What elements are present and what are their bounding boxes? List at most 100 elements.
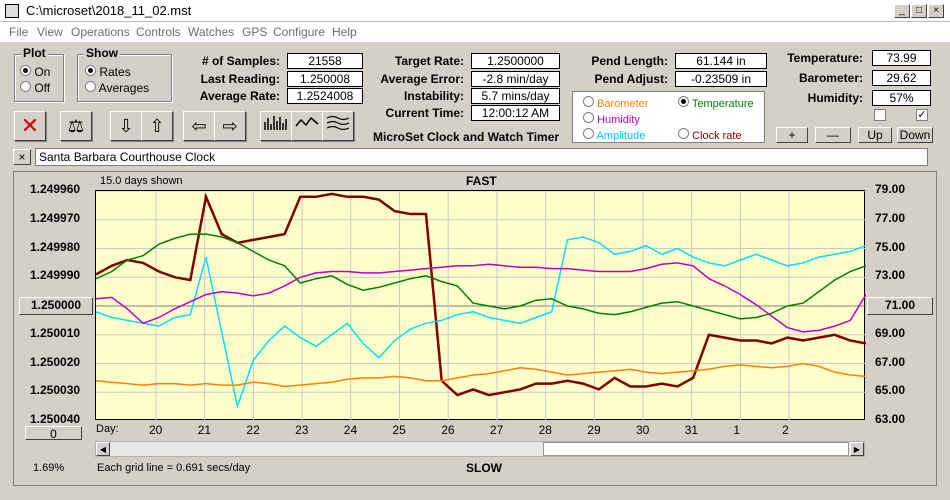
multi-line-glyph	[326, 115, 350, 131]
grid-note: Each grid line = 0.691 secs/day	[97, 462, 251, 474]
series-line-amplitude	[96, 236, 866, 410]
series-barometer-label: Barometer	[597, 98, 649, 110]
show-group	[77, 54, 172, 102]
average-rate-label: Average Rate:	[199, 89, 280, 103]
horizontal-scrollbar[interactable]: ◀ ▶	[95, 441, 865, 457]
radio-off-icon	[678, 128, 689, 139]
scroll-left-icon[interactable]: ◀	[96, 442, 110, 456]
balance-icon[interactable]: ⚖	[60, 111, 92, 141]
samples-field: 21558	[287, 53, 363, 69]
x-tick-label: 29	[587, 423, 601, 437]
target-rate-field[interactable]: 1.2500000	[471, 53, 560, 69]
y-left-tick-label: 1.250020	[30, 354, 81, 369]
app-icon	[5, 4, 19, 18]
plus-button[interactable]: +	[776, 127, 808, 143]
instability-label: Instability:	[403, 89, 464, 103]
menu-configure[interactable]: Configure	[273, 25, 326, 39]
y-left-tick-label: 1.249970	[30, 210, 81, 225]
option-checkbox-1[interactable]	[874, 109, 886, 121]
minimize-button[interactable]: _	[894, 4, 910, 18]
x-tick-label: 23	[295, 423, 309, 437]
arrow-up-icon[interactable]: ⇧	[141, 111, 173, 141]
line-graph-glyph	[295, 116, 319, 127]
plot-off-option[interactable]: Off	[20, 81, 50, 95]
up-button[interactable]: Up	[858, 127, 892, 143]
average-error-label: Average Error:	[380, 72, 464, 86]
slow-label: SLOW	[466, 461, 502, 475]
radio-on-icon	[85, 65, 96, 76]
maximize-button[interactable]: □	[911, 4, 927, 18]
zero-button[interactable]: 0	[25, 426, 82, 441]
x-tick-label: 22	[246, 423, 260, 437]
humidity-label: Humidity:	[807, 91, 863, 105]
plot-on-option[interactable]: On	[20, 65, 50, 79]
show-rates-option[interactable]: Rates	[85, 65, 131, 79]
series-barometer[interactable]: Barometer	[583, 96, 648, 110]
option-checkbox-2[interactable]: ✓	[916, 109, 928, 121]
menu-controls[interactable]: Controls	[136, 25, 181, 39]
series-temperature-label: Temperature	[691, 98, 754, 110]
x-tick-label: 31	[684, 423, 699, 437]
minus-button[interactable]: —	[815, 127, 851, 143]
menu-watches[interactable]: Watches	[188, 25, 235, 39]
plot-svg	[96, 191, 866, 421]
radio-off-icon	[583, 112, 594, 123]
pend-length-field[interactable]: 61.144 in	[675, 53, 767, 69]
window-title: C:\microset\2018_11_02.mst	[26, 3, 192, 18]
delete-icon[interactable]: ✕	[14, 111, 46, 141]
scroll-right-icon[interactable]: ▶	[850, 442, 864, 456]
menu-file[interactable]: File	[9, 25, 29, 39]
plot-group-title: Plot	[21, 46, 48, 60]
current-time-label: Current Time:	[385, 106, 464, 120]
day-label: Day:	[96, 423, 119, 435]
plot-off-label: Off	[34, 81, 51, 95]
series-clock-rate[interactable]: Clock rate	[678, 128, 742, 142]
down-button[interactable]: Down	[897, 127, 933, 143]
x-tick-label: 24	[343, 423, 358, 437]
menu-bar: File View Operations Controls Watches GP…	[0, 22, 950, 42]
x-tick-label: 30	[636, 423, 650, 437]
average-rate-field: 1.2524008	[287, 88, 363, 104]
barometer-label: Barometer:	[798, 71, 863, 85]
close-button[interactable]: ×	[928, 4, 944, 18]
x-tick-label: 27	[489, 423, 504, 437]
show-group-title: Show	[84, 46, 120, 60]
barometer-field: 29.62	[872, 70, 931, 86]
radio-on-icon	[678, 96, 689, 107]
series-amplitude[interactable]: Amplitude	[583, 128, 645, 142]
plot-area	[95, 190, 866, 421]
menu-view[interactable]: View	[37, 25, 63, 39]
show-averages-option[interactable]: Averages	[85, 81, 149, 95]
center-value-button[interactable]: 71.00	[867, 297, 933, 315]
plot-panel	[13, 171, 937, 486]
app-subtitle: MicroSet Clock and Watch Timer	[373, 130, 560, 144]
y-left-tick-label: 1.250040	[30, 412, 81, 426]
clear-clock-button[interactable]: ×	[13, 149, 31, 165]
menu-help[interactable]: Help	[332, 25, 357, 39]
line-graph-icon[interactable]	[291, 111, 323, 141]
bar-graph-glyph	[264, 116, 287, 130]
multi-line-icon[interactable]	[322, 111, 354, 141]
center-rate-button[interactable]: 1.250000	[19, 297, 93, 315]
arrow-right-icon[interactable]: ⇨	[214, 111, 246, 141]
series-amplitude-label: Amplitude	[596, 130, 646, 142]
y-left-tick-label: 1.249990	[30, 268, 81, 283]
pend-adjust-field[interactable]: -0.23509 in	[675, 71, 767, 87]
y-right-tick-label: 65.00	[875, 383, 906, 398]
arrow-down-icon[interactable]: ⇩	[110, 111, 142, 141]
scrollbar-thumb[interactable]	[543, 442, 849, 456]
y-right-tick-label: 77.00	[875, 210, 906, 225]
clock-name-field[interactable]: Santa Barbara Courthouse Clock	[35, 148, 928, 166]
y-left-tick-label: 1.249980	[30, 239, 81, 254]
x-tick-label: 25	[392, 423, 406, 437]
temperature-field: 73.99	[872, 50, 931, 66]
x-tick-label: 20	[149, 423, 163, 437]
series-humidity[interactable]: Humidity	[583, 112, 640, 126]
menu-operations[interactable]: Operations	[71, 25, 130, 39]
series-temperature[interactable]: Temperature	[678, 96, 754, 110]
bar-graph-icon[interactable]	[260, 111, 292, 141]
arrow-left-icon[interactable]: ⇦	[183, 111, 215, 141]
temperature-label: Temperature:	[787, 51, 863, 65]
y-right-tick-label: 79.00	[875, 182, 906, 196]
menu-gps[interactable]: GPS	[242, 25, 268, 39]
